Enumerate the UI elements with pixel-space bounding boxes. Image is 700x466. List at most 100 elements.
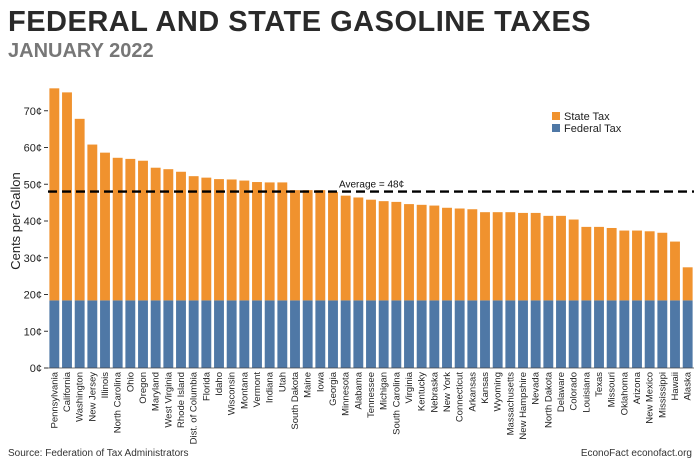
x-tick-label: New Mexico: [645, 372, 656, 424]
bar-state: [49, 88, 60, 301]
bar-state: [543, 215, 554, 301]
bar-federal: [543, 300, 554, 368]
bar-state: [632, 230, 642, 301]
x-tick-label: Colorado: [569, 372, 580, 411]
bar-state: [480, 212, 490, 301]
legend-label-state: State Tax: [564, 111, 610, 123]
y-tick-label: 60¢: [24, 143, 42, 155]
bar-federal: [163, 300, 174, 368]
x-tick-label: Oregon: [138, 372, 149, 404]
bar-state: [87, 144, 98, 301]
bar-state: [619, 230, 630, 301]
bar-federal: [74, 300, 85, 368]
bar-state: [391, 201, 402, 301]
bar-state: [353, 197, 364, 301]
bar-federal: [62, 300, 72, 368]
x-tick-label: Arkansas: [467, 372, 478, 412]
bar-federal: [632, 300, 642, 368]
bar-state: [277, 182, 288, 301]
y-tick-label: 0¢: [30, 363, 42, 375]
bar-state: [606, 227, 617, 301]
bar-state: [340, 195, 351, 301]
bar-state: [252, 182, 262, 301]
x-tick-label: Arizona: [632, 371, 643, 404]
x-tick-label: Virginia: [404, 371, 415, 403]
legend-swatch-state: [552, 112, 560, 120]
x-tick-label: Washington: [75, 372, 86, 422]
bar-state: [556, 215, 566, 301]
bar-federal: [644, 300, 655, 368]
x-tick-label: South Carolina: [391, 371, 402, 435]
bar-state: [366, 199, 376, 301]
bar-state: [163, 169, 174, 301]
bar-state: [188, 176, 199, 301]
bar-state: [74, 118, 85, 301]
bar-federal: [492, 300, 503, 368]
x-tick-label: New Jersey: [87, 372, 98, 422]
bar-state: [125, 158, 136, 301]
bar-state: [302, 190, 313, 301]
x-tick-label: New Hampshire: [518, 372, 529, 440]
bar-federal: [416, 300, 427, 368]
bar-federal: [391, 300, 402, 368]
bar-state: [568, 219, 579, 301]
x-tick-label: New York: [442, 372, 453, 412]
bar-state: [214, 179, 224, 301]
x-tick-label: Ohio: [125, 372, 136, 392]
bar-state: [100, 152, 110, 301]
bar-state: [378, 201, 389, 301]
x-tick-label: California: [62, 371, 73, 412]
bar-federal: [606, 300, 617, 368]
bar-state: [454, 208, 465, 301]
bar-state: [505, 212, 516, 301]
bar-federal: [277, 300, 288, 368]
bar-federal: [505, 300, 516, 368]
bar-federal: [518, 300, 528, 368]
x-tick-label: Iowa: [315, 371, 326, 392]
bar-federal: [49, 300, 60, 368]
bar-federal: [670, 300, 680, 368]
bar-state: [226, 179, 237, 301]
bar-federal: [366, 300, 376, 368]
x-tick-label: Georgia: [328, 371, 339, 406]
bar-state: [239, 180, 250, 301]
bar-state: [644, 231, 655, 301]
x-tick-label: Texas: [594, 372, 605, 397]
bar-state: [62, 92, 72, 301]
bar-federal: [454, 300, 465, 368]
bar-state: [315, 190, 326, 301]
legend-swatch-federal: [552, 124, 560, 132]
bar-federal: [150, 300, 161, 368]
y-tick-label: 70¢: [24, 106, 42, 118]
x-tick-label: Indiana: [265, 371, 276, 403]
source-note: Source: Federation of Tax Administrators: [8, 448, 189, 459]
bar-state: [112, 157, 123, 301]
bar-federal: [429, 300, 440, 368]
bar-state: [176, 171, 186, 301]
x-tick-label: Maine: [303, 372, 314, 398]
y-axis-label: Cents per Gallon: [8, 172, 23, 270]
x-tick-label: Idaho: [214, 372, 225, 396]
x-tick-label: Oklahoma: [619, 371, 630, 415]
chart-title: FEDERAL AND STATE GASOLINE TAXES: [8, 6, 592, 38]
bar-federal: [328, 300, 338, 368]
x-tick-label: Tennessee: [366, 372, 377, 418]
x-tick-label: Massachusetts: [505, 372, 516, 436]
bar-state: [429, 205, 440, 301]
bar-federal: [252, 300, 262, 368]
x-tick-label: Dist. of Columbia: [189, 371, 200, 444]
x-tick-label: Rhode Island: [176, 372, 187, 428]
x-tick-label: Mississippi: [657, 372, 668, 418]
x-tick-label: Wisconsin: [227, 372, 238, 415]
bar-state: [150, 167, 161, 301]
bar-federal: [188, 300, 199, 368]
chart-subtitle: JANUARY 2022: [8, 40, 154, 62]
x-tick-label: Wyoming: [493, 372, 504, 412]
y-tick-label: 30¢: [24, 253, 42, 265]
bar-federal: [467, 300, 478, 368]
bar-federal: [657, 300, 668, 368]
bar-state: [467, 209, 478, 301]
bar-federal: [290, 300, 300, 368]
y-tick-label: 20¢: [24, 290, 42, 302]
